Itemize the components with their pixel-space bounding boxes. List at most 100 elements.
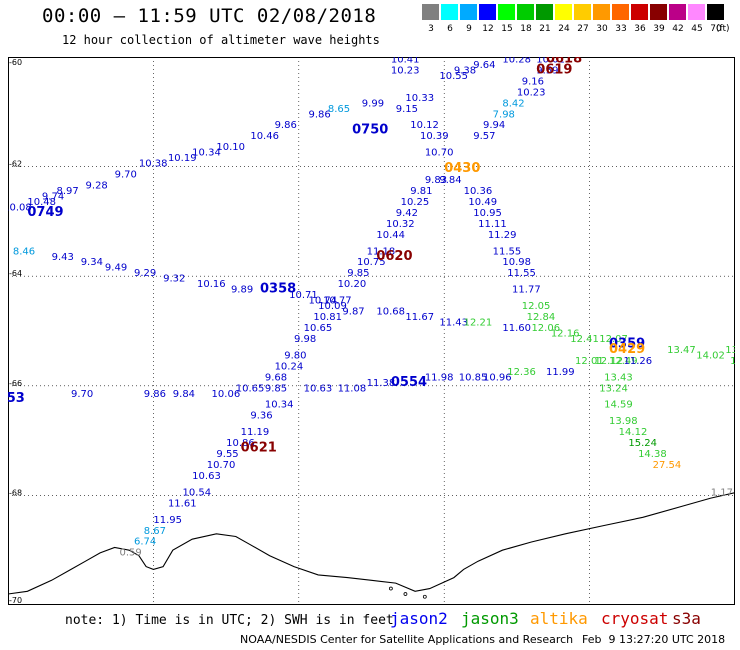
coastal-island bbox=[422, 594, 427, 599]
wave-height-label: 12.05 bbox=[522, 301, 551, 312]
wave-height-label: 10.16 bbox=[197, 279, 226, 290]
wave-height-label: 10.24 bbox=[275, 361, 304, 372]
wave-height-label: 14.12 bbox=[619, 427, 648, 438]
wave-height-label: 9.57 bbox=[473, 131, 495, 142]
pass-time-label: 0359 bbox=[609, 336, 645, 351]
wave-height-label: 9.86 bbox=[308, 109, 330, 120]
wave-height-label: 11.99 bbox=[546, 367, 575, 378]
wave-height-label: 9.81 bbox=[410, 186, 432, 197]
color-scale-label: 30 bbox=[596, 24, 608, 34]
wave-height-label: 10.36 bbox=[464, 186, 493, 197]
pass-time-label: 0553 bbox=[8, 391, 25, 406]
wave-height-label: 12.16 bbox=[551, 328, 580, 339]
wave-height-label: 11.19 bbox=[241, 427, 270, 438]
wave-height-label: 12.41 bbox=[570, 334, 599, 345]
wave-height-label: 10.28 bbox=[502, 57, 531, 65]
pass-time-label: 0554 bbox=[391, 375, 427, 390]
color-swatch bbox=[460, 4, 477, 20]
legend-item-jason3: jason3 bbox=[461, 609, 519, 628]
wave-height-label: 10.65 bbox=[304, 323, 333, 334]
wave-height-label: 11.11 bbox=[478, 219, 507, 230]
legend-item-s3a: s3a bbox=[672, 609, 701, 628]
wave-height-label: 10.70 bbox=[425, 148, 454, 159]
wave-height-label: 13.02 bbox=[725, 345, 735, 356]
wave-height-label: 10.23 bbox=[517, 87, 546, 98]
wave-height-label: 27.54 bbox=[653, 460, 682, 471]
wave-height-label: 7.98 bbox=[493, 109, 515, 120]
wave-height-label: 10.08 bbox=[8, 202, 32, 213]
wave-height-label: 10.65 bbox=[236, 383, 265, 394]
wave-height-label: 9.29 bbox=[134, 268, 156, 279]
wave-height-label: 8.97 bbox=[56, 186, 78, 197]
wave-height-label: 9.86 bbox=[144, 389, 166, 400]
pass-time-label: 0618 bbox=[546, 57, 582, 66]
page-title: 00:00 – 11:59 UTC 02/08/2018 bbox=[42, 5, 377, 27]
color-swatch bbox=[536, 4, 553, 20]
color-scale-label: 39 bbox=[653, 24, 665, 34]
wave-height-label: 9.68 bbox=[265, 372, 287, 383]
color-swatch bbox=[517, 4, 534, 20]
wave-height-label: 11.61 bbox=[168, 498, 197, 509]
wave-height-label: 10.38 bbox=[139, 159, 168, 170]
wave-height-label: 11.08 bbox=[338, 383, 367, 394]
wave-height-label: 10.19 bbox=[168, 153, 197, 164]
wave-height-label: 12.06 bbox=[531, 323, 560, 334]
wave-height-label: 9.32 bbox=[163, 274, 185, 285]
pass-time-label: 0749 bbox=[27, 205, 63, 220]
pass-time-label: 0620 bbox=[376, 249, 412, 264]
wave-height-label: 10.75 bbox=[357, 257, 386, 268]
wave-height-label: 10.20 bbox=[338, 279, 367, 290]
wave-height-label: 6.74 bbox=[134, 537, 156, 548]
wave-height-label: 11.38 bbox=[367, 378, 396, 389]
wave-height-label: 10.63 bbox=[304, 383, 333, 394]
wave-height-label: 10.09 bbox=[318, 301, 347, 312]
latitude-tick-label: -62 bbox=[9, 160, 22, 169]
color-swatch bbox=[650, 4, 667, 20]
color-swatch bbox=[593, 4, 610, 20]
latitude-tick-label: -68 bbox=[9, 488, 22, 497]
color-scale-label: 36 bbox=[634, 24, 646, 34]
wave-height-label: 10.25 bbox=[401, 197, 430, 208]
wave-height-label: 10.34 bbox=[265, 400, 294, 411]
color-swatch bbox=[707, 4, 724, 20]
wave-height-label: 14.38 bbox=[638, 449, 667, 460]
legend-item-jason2: jason2 bbox=[390, 609, 448, 628]
wave-height-label: 9.89 bbox=[231, 285, 253, 296]
wave-height-label: 9.38 bbox=[454, 65, 476, 76]
wave-height-label: 10.54 bbox=[182, 487, 211, 498]
wave-height-label: 11.18 bbox=[367, 246, 396, 257]
wave-height-label: 11.55 bbox=[493, 246, 522, 257]
wave-height-label: 9.85 bbox=[347, 268, 369, 279]
wave-height-label: 10.96 bbox=[483, 372, 512, 383]
coastal-island bbox=[388, 586, 393, 591]
latitude-tick-label: -64 bbox=[9, 269, 22, 278]
wave-height-label: 8.67 bbox=[144, 526, 166, 537]
color-scale-label: 33 bbox=[615, 24, 627, 34]
wave-height-label: 13.24 bbox=[599, 383, 628, 394]
wave-height-label: 0.59 bbox=[119, 548, 141, 559]
wave-height-label: 8.46 bbox=[13, 246, 35, 257]
wave-height-label: 9.84 bbox=[439, 175, 461, 186]
wave-height-label: 15.24 bbox=[628, 438, 657, 449]
pass-time-label: 0430 bbox=[444, 161, 480, 176]
wave-height-label: 9.70 bbox=[71, 389, 93, 400]
wave-height-label: 11.60 bbox=[502, 323, 531, 334]
wave-height-label: 11.77 bbox=[512, 285, 541, 296]
page-subtitle: 12 hour collection of altimeter wave hei… bbox=[62, 33, 380, 47]
wave-height-label: 14.02 bbox=[696, 350, 725, 361]
color-scale-label: 21 bbox=[539, 24, 551, 34]
wave-height-label: 9.55 bbox=[216, 449, 238, 460]
wave-height-label: 11.29 bbox=[488, 230, 517, 241]
latitude-tick-label: -70 bbox=[9, 596, 22, 605]
wave-height-label: 9.85 bbox=[265, 383, 287, 394]
footer-timestamp: Feb 9 13:27:20 UTC 2018 bbox=[582, 633, 726, 646]
color-scale-label: 42 bbox=[672, 24, 684, 34]
pass-time-label: 0621 bbox=[241, 441, 277, 456]
wave-height-label: 10.33 bbox=[405, 93, 434, 104]
wave-height-label: 9.64 bbox=[473, 60, 495, 71]
wave-height-label: 11.43 bbox=[439, 318, 468, 329]
pass-time-label: 0750 bbox=[352, 123, 388, 138]
wave-height-label: 9.43 bbox=[52, 252, 74, 263]
wave-height-label: 10.98 bbox=[502, 257, 531, 268]
wave-height-label: 9.59 bbox=[536, 65, 558, 76]
